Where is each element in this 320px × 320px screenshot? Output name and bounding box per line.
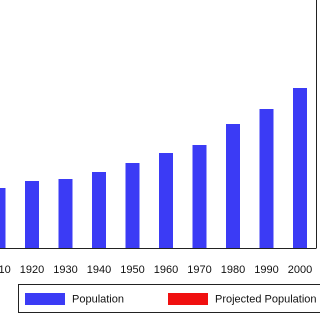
x-tick-label: 1950 [120, 264, 144, 276]
bar [226, 124, 240, 248]
legend-swatch [168, 293, 208, 305]
legend-label: Population [72, 293, 124, 305]
bar [192, 145, 207, 248]
bar [125, 163, 140, 248]
x-tick-label: 1980 [221, 264, 245, 276]
x-tick-label: 1970 [187, 264, 211, 276]
bar [25, 181, 39, 248]
x-tick-label: 1930 [53, 264, 77, 276]
x-tick-label: 1960 [154, 264, 178, 276]
x-tick-label: 1940 [87, 264, 111, 276]
x-tick-label: 2000 [288, 264, 312, 276]
bar [259, 109, 274, 248]
legend-label: Projected Population [215, 293, 317, 305]
legend-box [18, 284, 320, 313]
x-tick-label: 1990 [254, 264, 278, 276]
x-tick-label: 1920 [20, 264, 44, 276]
legend-swatch [25, 293, 65, 305]
bar [293, 88, 307, 248]
bar [92, 172, 106, 248]
bar [159, 153, 173, 248]
bar [58, 179, 73, 248]
bar [0, 188, 6, 248]
x-tick-label: 1910 [0, 264, 11, 276]
